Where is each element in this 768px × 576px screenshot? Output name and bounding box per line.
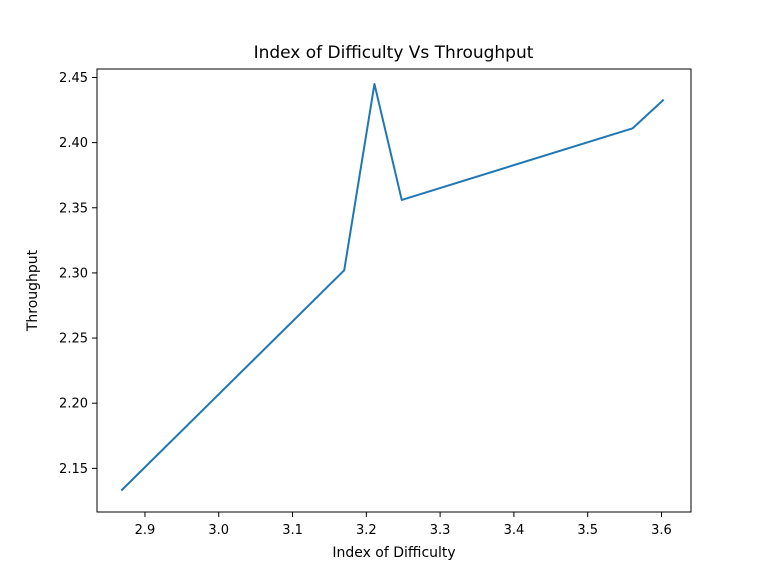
x-tick-label: 3.2 (356, 523, 377, 538)
x-tick-label: 2.9 (135, 523, 156, 538)
x-tick-label: 3.0 (208, 523, 229, 538)
series-line (120, 82, 665, 492)
plot-frame (96, 68, 692, 513)
y-tick-label: 2.35 (59, 201, 88, 216)
chart-title: Index of Difficulty Vs Throughput (254, 43, 534, 63)
y-tick-label: 2.25 (59, 332, 88, 347)
y-tick-label: 2.40 (59, 136, 88, 151)
x-axis-label: Index of Difficulty (332, 545, 455, 561)
y-tick-label: 2.15 (59, 462, 88, 477)
x-tick-label: 3.3 (430, 523, 451, 538)
x-axis: 2.9 3.0 3.1 3.2 3.3 3.4 3.5 3.6 (135, 512, 672, 538)
y-tick-label: 2.45 (59, 71, 88, 86)
y-tick-label: 2.20 (59, 397, 88, 412)
x-tick-label: 3.6 (651, 523, 672, 538)
x-tick-label: 3.1 (282, 523, 303, 538)
x-tick-label: 3.4 (504, 523, 525, 538)
x-tick-label: 3.5 (577, 523, 598, 538)
y-axis-label: Throughput (25, 249, 41, 332)
y-tick-label: 2.30 (59, 266, 88, 281)
y-axis: 2.15 2.20 2.25 2.30 2.35 2.40 2.45 (59, 71, 97, 477)
series-layer (120, 82, 665, 492)
